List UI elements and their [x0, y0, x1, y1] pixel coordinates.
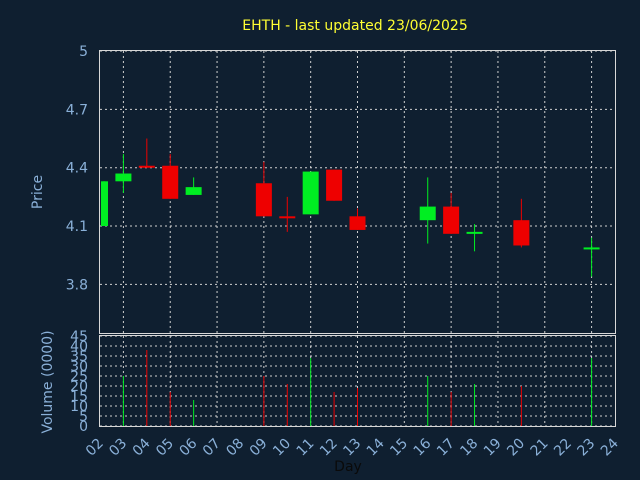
x-tick-label: 03: [106, 436, 130, 460]
x-tick-label: 02: [83, 436, 107, 460]
x-tick-label: 09: [247, 436, 271, 460]
x-tick-label: 15: [387, 436, 411, 460]
volume-panel-frame: [99, 335, 616, 427]
x-tick-label: 04: [130, 435, 154, 459]
candle-body: [162, 165, 179, 199]
x-tick-label: 14: [364, 435, 388, 459]
volume-tick-label: 35: [70, 349, 88, 365]
x-tick-label: 07: [200, 436, 224, 460]
volume-tick-label: 5: [79, 409, 88, 425]
candle-body: [185, 187, 202, 195]
volume-tick-label: 20: [70, 379, 88, 395]
candle-body: [583, 247, 600, 250]
x-ticks: 02 03 04 05 06 07 08 09 10 11 12 13 14 15 16 17 18 19 20 21…: [83, 435, 622, 459]
candle-body: [443, 206, 460, 234]
volume-axis-label: Volume (0000): [40, 330, 56, 433]
price-tick-label: 4.7: [66, 102, 88, 118]
candles: [101, 138, 600, 277]
price-axis-label: Price: [30, 175, 46, 209]
x-tick-label: 05: [153, 436, 177, 460]
x-tick-label: 10: [270, 436, 294, 460]
price-tick-label: 5: [79, 44, 88, 60]
volume-tick-label: 10: [70, 399, 88, 415]
volume-tick-label: 15: [70, 389, 88, 405]
x-tick-label: 17: [434, 436, 458, 460]
x-tick-label: 22: [551, 436, 575, 460]
x-tick-label: 21: [528, 436, 552, 460]
candle-body: [302, 171, 319, 215]
candle-body: [255, 183, 272, 217]
x-tick-label: 13: [340, 436, 364, 460]
x-tick-label: 08: [223, 436, 247, 460]
x-tick-label: 23: [574, 436, 598, 460]
price-tick-label: 3.8: [66, 277, 88, 293]
x-tick-label: 18: [457, 436, 481, 460]
x-tick-label: 20: [504, 436, 528, 460]
x-tick-label: 06: [177, 435, 201, 459]
volume-tick-label: 40: [70, 339, 88, 355]
volume-tick-label: 45: [70, 329, 88, 345]
price-tick-label: 4.4: [66, 161, 88, 177]
volume-tick-label: 25: [70, 369, 88, 385]
price-y-ticks: 5 4.7 4.4 4.1 3.8: [66, 44, 88, 293]
x-axis-label: Day: [334, 459, 362, 475]
x-tick-label: 19: [481, 436, 505, 460]
candle-body: [513, 220, 530, 246]
candle-body: [101, 181, 108, 227]
price-tick-label: 4.1: [66, 219, 88, 235]
candle-body: [419, 206, 436, 221]
candle-body: [115, 173, 132, 182]
candle-body: [349, 216, 366, 230]
x-tick-label: 12: [317, 436, 341, 460]
price-panel-frame: [99, 50, 616, 334]
candle-body: [279, 216, 296, 219]
volume-tick-label: 30: [70, 359, 88, 375]
volume-tick-label: 0: [79, 419, 88, 435]
x-tick-label: 11: [294, 436, 318, 460]
volume-bars: [122, 350, 593, 426]
candle-body: [138, 165, 155, 168]
candle-body: [466, 231, 483, 234]
chart-title: EHTH - last updated 23/06/2025: [242, 18, 467, 34]
x-tick-label: 16: [411, 435, 435, 459]
x-tick-label: 24: [598, 435, 622, 459]
candle-body: [326, 169, 343, 201]
